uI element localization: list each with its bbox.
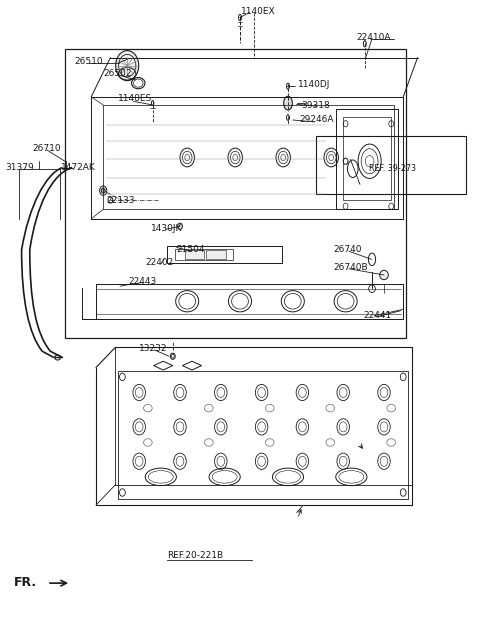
Text: 1430JK: 1430JK: [151, 224, 182, 232]
Text: 29246A: 29246A: [300, 116, 334, 124]
Text: 1472AK: 1472AK: [61, 163, 96, 172]
Text: 22443: 22443: [129, 277, 157, 286]
Bar: [343, 118, 391, 200]
Bar: [167, 246, 282, 263]
Text: 31379: 31379: [5, 163, 34, 172]
Text: 26710: 26710: [33, 144, 61, 153]
Bar: [206, 250, 226, 259]
Ellipse shape: [116, 51, 139, 81]
Text: 26502: 26502: [103, 69, 132, 78]
Bar: [175, 249, 233, 260]
Text: 1140EX: 1140EX: [241, 7, 276, 16]
Text: 1140DJ: 1140DJ: [298, 80, 330, 89]
Bar: [185, 250, 204, 259]
Text: FR.: FR.: [13, 576, 36, 589]
Text: 26740: 26740: [334, 246, 362, 254]
Bar: [316, 136, 466, 194]
Text: 21504: 21504: [177, 246, 205, 254]
Text: 13232: 13232: [139, 344, 168, 353]
Text: 22133: 22133: [107, 196, 135, 204]
Text: 22402: 22402: [145, 258, 173, 267]
Bar: [65, 49, 406, 338]
Ellipse shape: [101, 188, 105, 193]
Text: 39318: 39318: [301, 101, 330, 109]
Text: 1140ES: 1140ES: [118, 94, 152, 103]
Text: 22410A: 22410A: [356, 33, 391, 42]
Text: REF.20-221B: REF.20-221B: [167, 551, 223, 559]
Ellipse shape: [380, 270, 388, 279]
Ellipse shape: [178, 223, 182, 229]
Text: 26510: 26510: [74, 57, 103, 66]
Text: REF. 39-273: REF. 39-273: [369, 164, 416, 173]
Text: 26740B: 26740B: [334, 263, 368, 272]
Text: 22441: 22441: [364, 311, 392, 320]
Ellipse shape: [284, 96, 292, 110]
Bar: [118, 371, 408, 499]
Bar: [336, 109, 398, 209]
